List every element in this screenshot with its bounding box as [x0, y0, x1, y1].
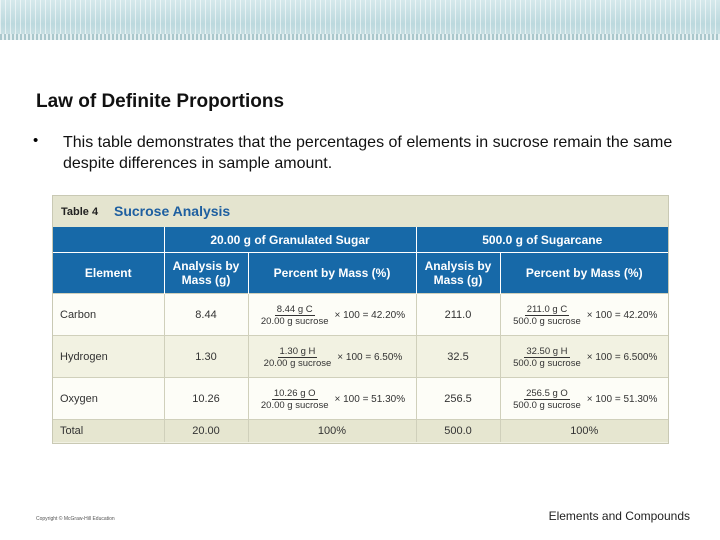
calc-result: × 100 = 42.20% [334, 309, 406, 321]
frac-numerator: 8.44 g C [274, 303, 315, 316]
frac-denominator: 500.0 g sucrose [513, 399, 581, 411]
column-header-row: Element Analysis by Mass (g) Percent by … [53, 252, 669, 294]
frac-denominator: 20.00 g sucrose [260, 315, 329, 327]
frac-numerator: 32.50 g H [524, 345, 570, 358]
element-cell: Hydrogen [53, 335, 165, 378]
percent-cell: 1.30 g H 20.00 g sucrose × 100 = 6.50% [248, 335, 417, 378]
col-header-percent: Percent by Mass (%) [500, 252, 669, 294]
total-percent-cell: 100% [500, 419, 669, 442]
table-title: Sucrose Analysis [114, 203, 231, 219]
analysis-cell: 32.5 [416, 335, 501, 378]
col-header-percent: Percent by Mass (%) [248, 252, 417, 294]
copyright-notice: Copyright © McGraw-Hill Education [36, 516, 115, 522]
table-row: Hydrogen 1.30 1.30 g H 20.00 g sucrose × 1… [53, 335, 669, 378]
group-header-row: 20.00 g of Granulated Sugar 500.0 g of S… [53, 227, 669, 253]
calc-result: × 100 = 42.20% [586, 309, 658, 321]
group-header-empty [53, 227, 165, 253]
col-header-element: Element [53, 252, 165, 294]
slide-title: Law of Definite Proportions [36, 91, 285, 112]
col-header-analysis: Analysis by Mass (g) [416, 252, 501, 294]
table-caption: Table 4 Sucrose Analysis [53, 196, 668, 227]
bullet-text: This table demonstrates that the percent… [63, 134, 673, 172]
frac-numerator: 211.0 g C [524, 303, 570, 316]
group-header-sugarcane: 500.0 g of Sugarcane [416, 227, 669, 253]
analysis-cell: 1.30 [164, 335, 249, 378]
analysis-cell: 256.5 [416, 377, 501, 420]
percent-cell: 211.0 g C 500.0 g sucrose × 100 = 42.20% [500, 293, 669, 336]
bullet-marker: • [33, 132, 39, 149]
frac-denominator: 20.00 g sucrose [260, 399, 329, 411]
group-header-sugar: 20.00 g of Granulated Sugar [164, 227, 417, 253]
table-row: Oxygen 10.26 10.26 g O 20.00 g sucrose × 1… [53, 377, 669, 420]
col-header-analysis: Analysis by Mass (g) [164, 252, 249, 294]
element-cell: Carbon [53, 293, 165, 336]
frac-denominator: 500.0 g sucrose [513, 357, 581, 369]
total-percent-cell: 100% [248, 419, 417, 442]
calc-result: × 100 = 6.500% [586, 351, 658, 363]
header-band [0, 0, 720, 40]
analysis-cell: 8.44 [164, 293, 249, 336]
footer-section-title: Elements and Compounds [548, 509, 690, 523]
total-analysis-cell: 500.0 [416, 419, 501, 442]
frac-numerator: 256.5 g O [524, 387, 570, 400]
sucrose-table: Table 4 Sucrose Analysis 20.00 g of Gran… [52, 195, 669, 444]
element-cell: Oxygen [53, 377, 165, 420]
total-analysis-cell: 20.00 [164, 419, 249, 442]
frac-numerator: 10.26 g O [271, 387, 318, 400]
analysis-cell: 211.0 [416, 293, 501, 336]
percent-cell: 256.5 g O 500.0 g sucrose × 100 = 51.30% [500, 377, 669, 420]
frac-denominator: 500.0 g sucrose [513, 315, 581, 327]
calc-result: × 100 = 6.50% [337, 351, 403, 363]
percent-cell: 8.44 g C 20.00 g sucrose × 100 = 42.20% [248, 293, 417, 336]
total-row: Total 20.00 100% 500.0 100% [53, 419, 669, 442]
calc-result: × 100 = 51.30% [334, 393, 406, 405]
analysis-cell: 10.26 [164, 377, 249, 420]
percent-cell: 32.50 g H 500.0 g sucrose × 100 = 6.500% [500, 335, 669, 378]
percent-cell: 10.26 g O 20.00 g sucrose × 100 = 51.30% [248, 377, 417, 420]
table-number: Table 4 [61, 206, 99, 218]
calc-result: × 100 = 51.30% [586, 393, 658, 405]
data-table: 20.00 g of Granulated Sugar 500.0 g of S… [53, 227, 669, 442]
frac-numerator: 1.30 g H [277, 345, 318, 358]
frac-denominator: 20.00 g sucrose [263, 357, 332, 369]
table-row: Carbon 8.44 8.44 g C 20.00 g sucrose × 100… [53, 293, 669, 336]
total-label: Total [53, 419, 165, 442]
